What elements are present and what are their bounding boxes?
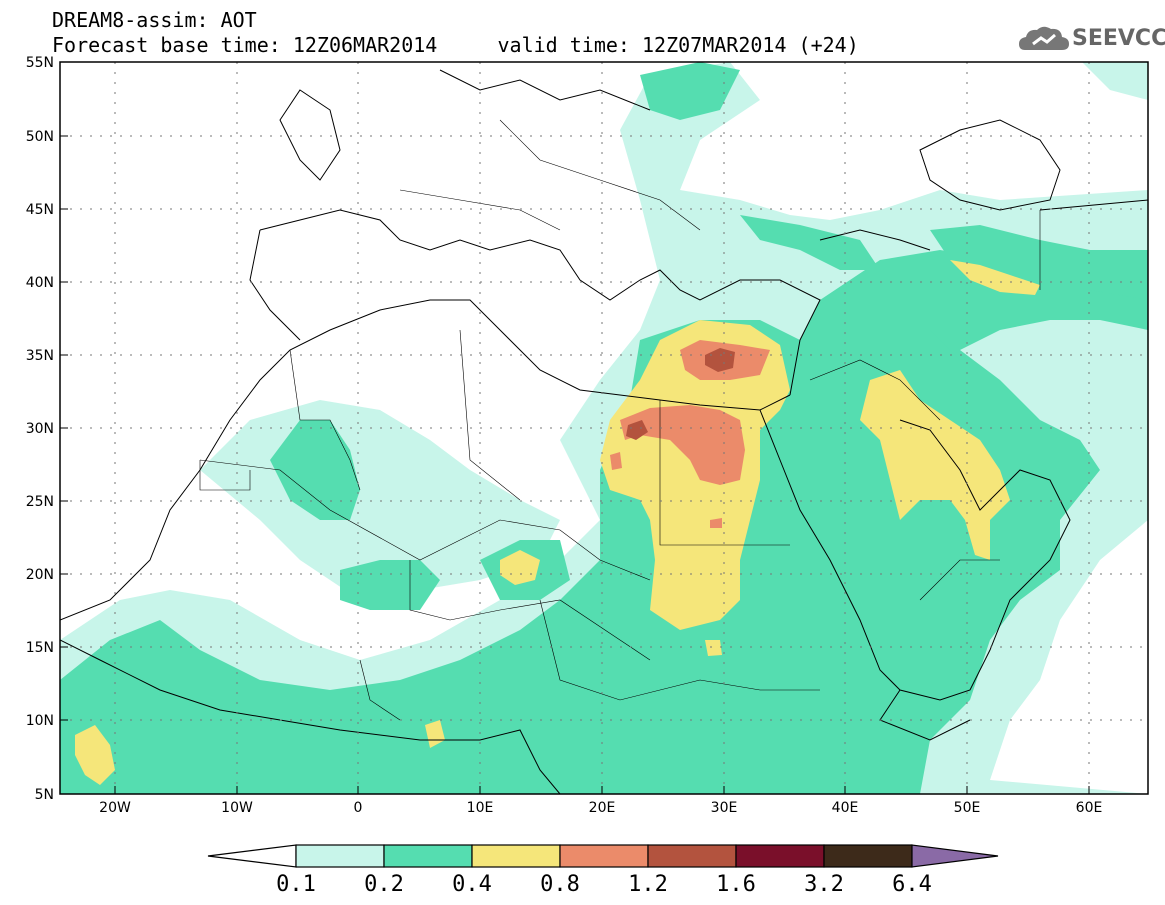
aot-level-0.4 [75,260,1040,785]
colorbar-segment [823,844,913,868]
coastlines [60,69,1148,794]
colorbar-overflow-triangle [911,844,999,868]
graticule [60,62,1148,794]
map-title: DREAM8-assim: AOT [52,8,257,32]
lat-label: 50N [26,129,54,145]
lon-label: 30E [711,800,738,816]
map-subtitle-times: Forecast base time: 12Z06MAR2014 valid t… [52,33,859,57]
lat-label: 20N [26,567,54,583]
lon-label: 20W [99,800,131,816]
lon-label: 50E [954,800,981,816]
axis-ticks [60,61,1090,794]
lat-label: 10N [26,713,54,729]
lat-label: 40N [26,275,54,291]
colorbar-segment [735,844,825,868]
colorbar-segment [647,844,737,868]
aot-field [60,62,1148,794]
aot-level-1.2 [626,348,735,440]
colorbar-segment [471,844,561,868]
colorbar-label: 1.2 [628,872,668,897]
country-borders [199,119,1041,721]
lon-label: 0 [354,800,363,816]
lat-label: 45N [26,202,54,218]
logo-text: SEEVCCC [1072,26,1165,51]
lon-label: 60E [1076,800,1103,816]
lon-label: 10E [467,800,494,816]
lon-label: 10W [221,800,253,816]
lat-label: 55N [26,55,54,71]
lat-label: 5N [35,787,54,803]
colorbar-label: 3.2 [804,872,844,897]
colorbar-segment [295,844,385,868]
colorbar-label: 1.6 [716,872,756,897]
lat-label: 25N [26,494,54,510]
colorbar-labels: 0.1 0.2 0.4 0.8 1.2 1.6 3.2 6.4 [276,872,932,897]
colorbar-label: 0.4 [452,872,492,897]
colorbar-label: 0.2 [364,872,404,897]
latitude-labels: 55N 50N 45N 40N 35N 30N 25N 20N 15N 10N … [26,55,54,803]
colorbar-legend: 0.1 0.2 0.4 0.8 1.2 1.6 3.2 6.4 [207,844,999,897]
longitude-labels: 20W 10W 0 10E 20E 30E 40E 50E 60E [99,800,1102,816]
colorbar-label: 6.4 [892,872,932,897]
colorbar-segment [383,844,473,868]
lat-label: 35N [26,348,54,364]
colorbar-segment [559,844,649,868]
lon-label: 20E [589,800,616,816]
colorbar-label: 0.1 [276,872,316,897]
lon-label: 40E [832,800,859,816]
colorbar-underflow-triangle [207,844,297,868]
cloud-icon [1019,26,1069,50]
colorbar-label: 0.8 [540,872,580,897]
lat-label: 30N [26,421,54,437]
lat-label: 15N [26,640,54,656]
